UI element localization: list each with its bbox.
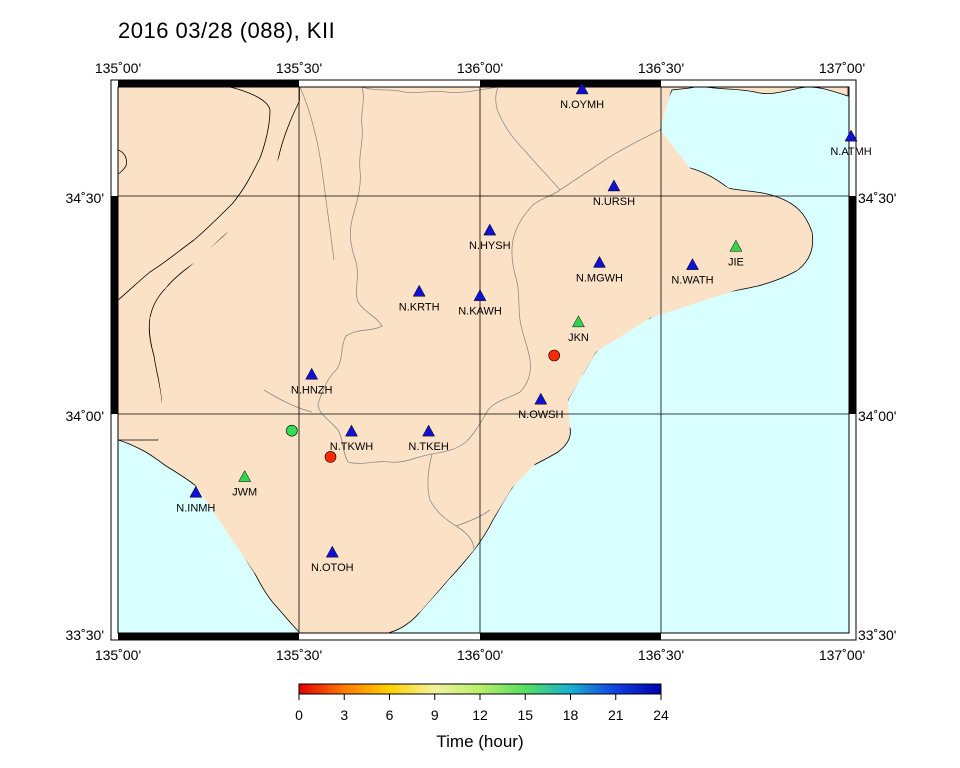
station-label: N.URSH: [593, 196, 635, 208]
station-label: N.TKEH: [408, 441, 448, 453]
colorbar-tick-label: 18: [563, 707, 579, 723]
colorbar-tick-label: 24: [653, 707, 669, 723]
prefecture-boundaries: [263, 87, 661, 551]
station-marker[interactable]: [686, 258, 699, 270]
colorbar-tick-label: 21: [608, 707, 624, 723]
events-layer: [285, 349, 561, 463]
station-label: N.HYSH: [469, 240, 511, 252]
event-marker: [285, 424, 298, 437]
station-label: JKN: [568, 332, 589, 344]
station-marker[interactable]: [575, 82, 589, 95]
top-tick: 136˚30': [638, 60, 684, 76]
top-tick: 135˚30': [276, 60, 322, 76]
axis-ticks: 135˚00' 135˚30' 136˚00' 136˚30' 137˚00' …: [66, 60, 897, 663]
station-marker[interactable]: [412, 284, 426, 297]
station-label: N.KRTH: [399, 301, 440, 313]
station-marker[interactable]: [238, 470, 252, 482]
colorbar-tick-label: 15: [517, 707, 533, 723]
bottom-tick: 135˚00': [95, 647, 141, 663]
station-label: N.OYMH: [560, 99, 604, 111]
graticule: [118, 87, 849, 633]
station-label: N.OTOH: [311, 562, 354, 574]
station-label: N.MGWH: [576, 272, 623, 284]
station-label: N.INMH: [176, 502, 215, 514]
colorbar-tick-label: 3: [340, 707, 348, 723]
top-tick: 135˚00': [95, 60, 141, 76]
left-tick: 34˚30': [66, 190, 104, 206]
right-tick: 33˚30': [858, 627, 896, 643]
station-label: N.KAWH: [458, 306, 502, 318]
colorbar-tick-label: 6: [386, 707, 394, 723]
station-label: JIE: [728, 256, 744, 268]
colorbar-ramp: [298, 683, 662, 695]
station-marker[interactable]: [325, 545, 339, 558]
station-label: N.WATH: [671, 275, 713, 287]
bottom-tick: 135˚30': [276, 647, 322, 663]
top-tick: 136˚00': [457, 60, 503, 76]
colorbar: 0 3 6 9 12 15 18 21 24: [295, 683, 669, 723]
map-title: 2016 03/28 (088), KII: [118, 18, 336, 43]
bottom-tick: 137˚00': [819, 647, 865, 663]
colorbar-tick-label: 12: [472, 707, 488, 723]
station-label: N.TKWH: [330, 441, 373, 453]
colorbar-tick-label: 0: [295, 707, 303, 723]
station-label: N.ATMH: [830, 146, 871, 158]
stations-layer: N.OYMH N.ATMH N.URSH N.HYSH N.MGWH N.WATH JIE N…: [176, 82, 872, 574]
station-marker[interactable]: [473, 289, 487, 301]
right-tick: 34˚30': [858, 190, 896, 206]
left-tick: 34˚00': [66, 408, 104, 424]
station-marker[interactable]: [305, 367, 319, 380]
station-marker[interactable]: [422, 424, 436, 437]
station-label: N.OWSH: [518, 409, 563, 421]
station-marker[interactable]: [844, 129, 858, 142]
event-marker: [324, 451, 337, 463]
station-label: N.HNZH: [291, 384, 333, 396]
station-marker[interactable]: [534, 392, 548, 405]
event-marker: [548, 349, 561, 362]
colorbar-label: Time (hour): [436, 732, 524, 751]
station-marker[interactable]: [345, 424, 358, 437]
station-marker[interactable]: [729, 239, 743, 252]
bottom-tick: 136˚30': [638, 647, 684, 663]
station-marker[interactable]: [483, 223, 497, 236]
land-interior: [150, 87, 812, 633]
station-label: JWM: [232, 487, 257, 499]
station-marker[interactable]: [593, 255, 606, 268]
station-marker[interactable]: [189, 485, 203, 498]
left-tick: 33˚30': [66, 627, 104, 643]
right-tick: 34˚00': [858, 408, 896, 424]
station-marker[interactable]: [572, 315, 585, 328]
colorbar-tick-label: 9: [431, 707, 439, 723]
top-tick: 137˚00': [819, 60, 865, 76]
station-marker[interactable]: [607, 179, 621, 192]
bottom-tick: 136˚00': [457, 647, 503, 663]
map-frame: [110, 79, 857, 641]
